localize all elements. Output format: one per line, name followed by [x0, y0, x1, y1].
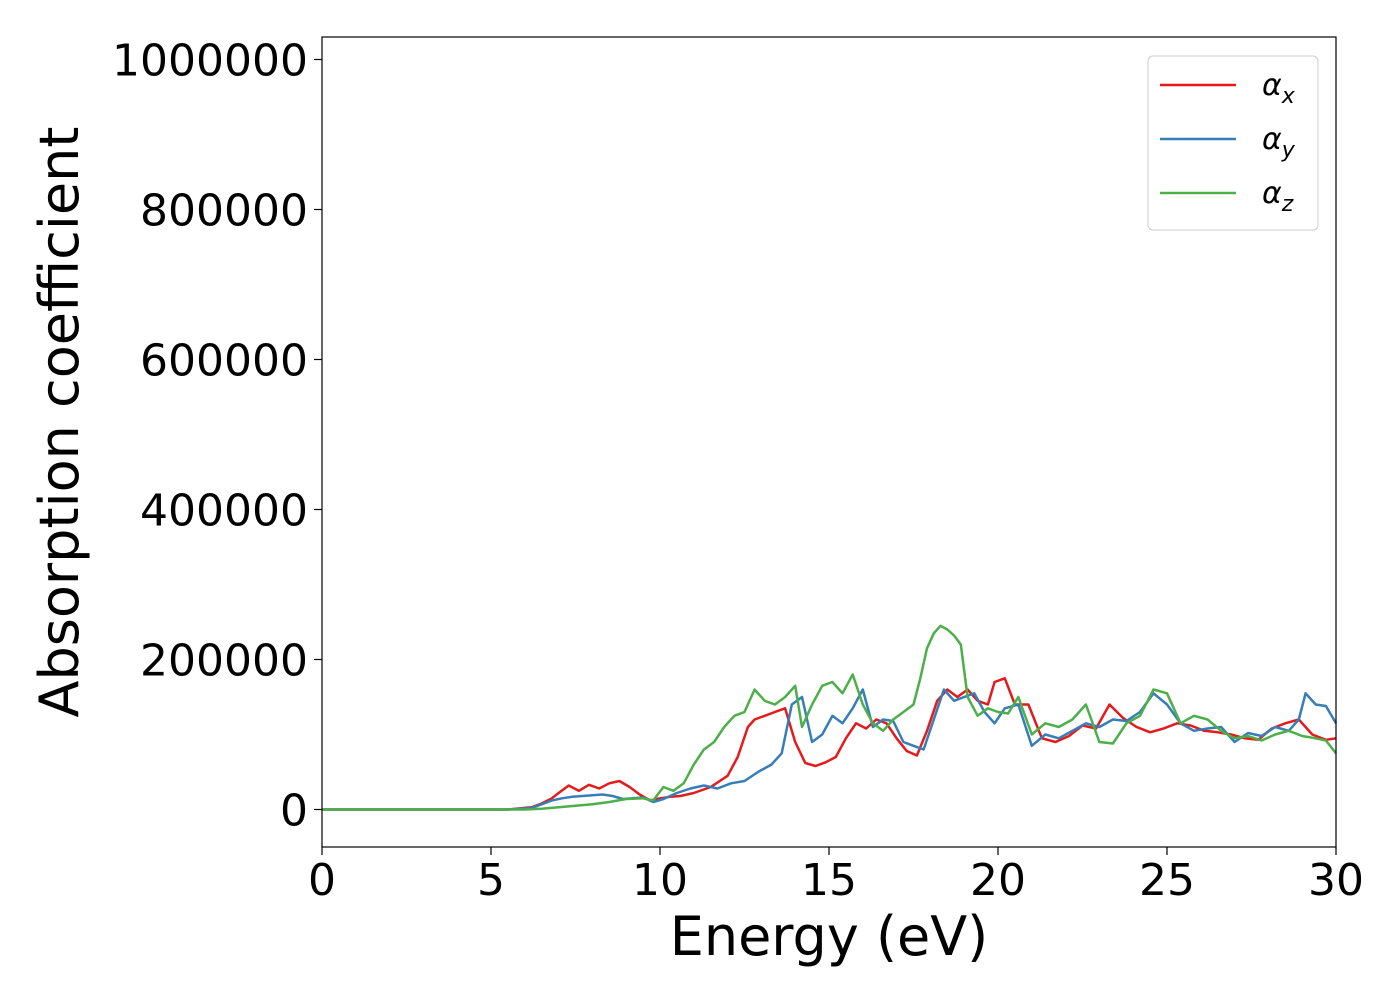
series-lines	[322, 624, 1338, 811]
y-tick-label: 1000000	[112, 36, 308, 87]
legend-label-x: αx	[1262, 68, 1296, 109]
y-tick-label: 600000	[140, 336, 308, 387]
y-tick-label: 400000	[140, 486, 308, 537]
legend-box	[1147, 55, 1319, 231]
x-tick-label: 20	[970, 855, 1026, 906]
x-tick-label: 5	[477, 855, 505, 906]
x-tick-label: 15	[801, 855, 857, 906]
x-tick-label: 25	[1139, 855, 1195, 906]
x-tick-label: 10	[632, 855, 688, 906]
y-axis-title: Absorption coefficient	[28, 127, 91, 718]
x-tick-label: 30	[1308, 855, 1364, 906]
legend-label-y: αy	[1262, 122, 1296, 163]
series-line-x	[322, 677, 1337, 811]
y-tick-label: 0	[280, 786, 308, 837]
legend-label-z: αz	[1262, 176, 1294, 217]
legend: αx αy αz	[1147, 55, 1319, 231]
x-axis-title: Energy (eV)	[670, 905, 989, 968]
axis-ticks: 0 5 10 15 20 25 30 0 200000 400000 600000 800000 100…	[112, 36, 1364, 907]
series-line-z	[322, 624, 1337, 811]
y-tick-label: 200000	[140, 636, 308, 687]
y-tick-label: 800000	[140, 186, 308, 237]
x-tick-label: 0	[308, 855, 336, 906]
